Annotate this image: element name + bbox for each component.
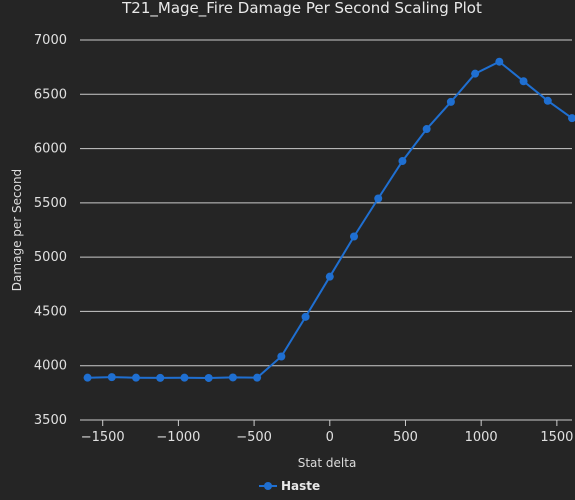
data-point[interactable] <box>204 373 213 382</box>
x-tick-label: 0 <box>326 430 334 445</box>
data-point[interactable] <box>253 373 262 382</box>
data-point[interactable] <box>471 69 480 78</box>
x-tick-label: 1000 <box>465 430 498 445</box>
data-point[interactable] <box>543 96 552 105</box>
y-tick-label: 5500 <box>34 196 67 211</box>
y-tick-label: 6500 <box>34 87 67 102</box>
data-point[interactable] <box>350 232 359 241</box>
series-line-haste <box>87 60 573 380</box>
x-axis-ticks: −1500 −1000 −500 0 500 1000 1500 <box>81 420 573 445</box>
y-axis-label: Damage per Second <box>10 169 24 291</box>
data-point[interactable] <box>422 125 431 134</box>
x-tick-label: 500 <box>393 430 418 445</box>
data-point[interactable] <box>495 57 504 66</box>
data-point[interactable] <box>374 194 383 203</box>
y-tick-label: 6000 <box>34 142 67 157</box>
y-tick-label: 5000 <box>34 250 67 265</box>
legend[interactable]: Haste <box>259 479 320 493</box>
series <box>83 57 575 382</box>
data-point[interactable] <box>277 352 286 361</box>
x-tick-label: −1000 <box>156 430 200 445</box>
chart-title: T21_Mage_Fire Damage Per Second Scaling … <box>121 0 482 18</box>
data-point[interactable] <box>398 157 407 166</box>
legend-swatch-marker <box>264 482 272 490</box>
y-tick-label: 3500 <box>34 413 67 428</box>
data-point[interactable] <box>446 97 455 106</box>
data-point[interactable] <box>228 373 237 382</box>
x-tick-label: −1500 <box>81 430 125 445</box>
data-point[interactable] <box>107 373 116 382</box>
data-point[interactable] <box>156 373 165 382</box>
data-point[interactable] <box>325 272 334 281</box>
data-point[interactable] <box>301 312 310 321</box>
data-point[interactable] <box>132 373 141 382</box>
y-axis-ticks: 3500 4000 4500 5000 5500 6000 6500 7000 <box>34 33 67 428</box>
y-tick-label: 4000 <box>34 359 67 374</box>
data-point[interactable] <box>568 114 575 123</box>
data-point[interactable] <box>519 77 528 86</box>
y-tick-label: 7000 <box>34 33 67 48</box>
data-point[interactable] <box>83 373 92 382</box>
grid <box>80 39 572 421</box>
x-axis-label: Stat delta <box>298 456 357 470</box>
x-tick-label: 1500 <box>540 430 573 445</box>
legend-label-haste: Haste <box>281 479 320 493</box>
x-tick-label: −500 <box>236 430 272 445</box>
y-tick-label: 4500 <box>34 304 67 319</box>
data-point[interactable] <box>180 373 189 382</box>
